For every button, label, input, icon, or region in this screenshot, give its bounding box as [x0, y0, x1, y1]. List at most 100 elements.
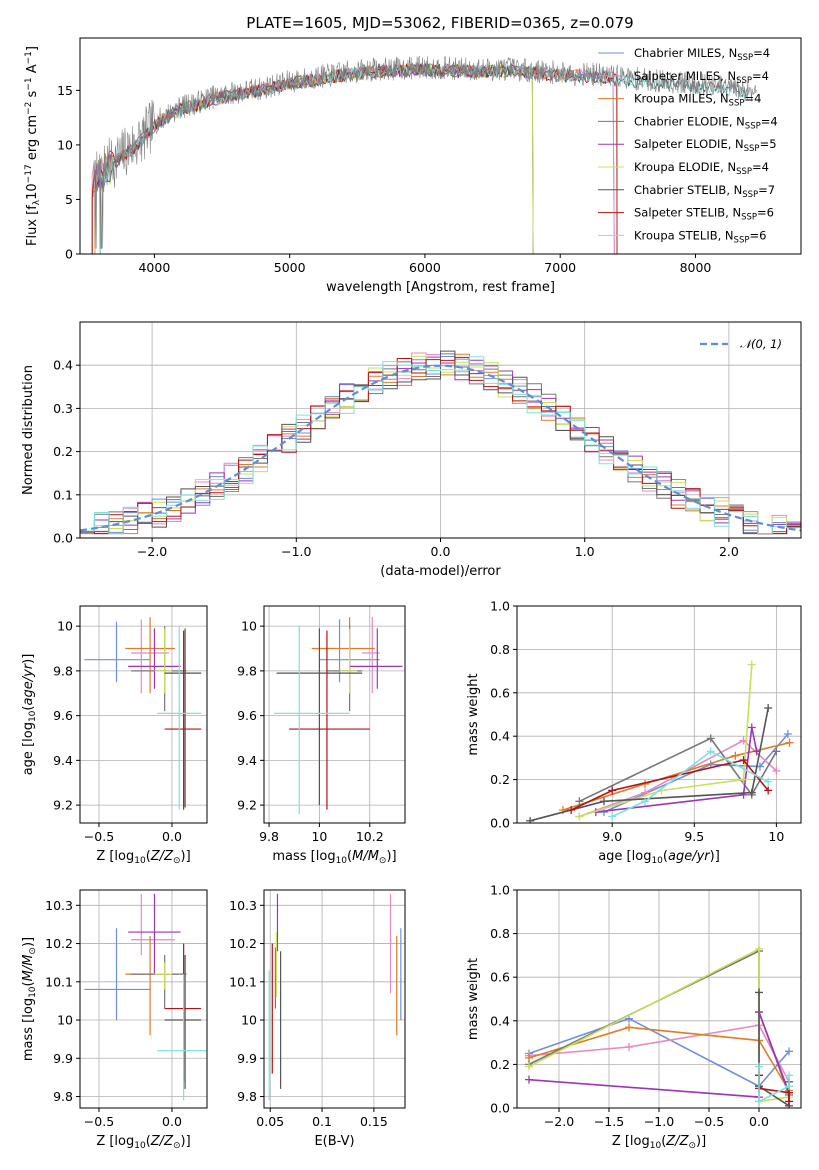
label-part: ( [21, 981, 36, 986]
y-tick-label: 0.2 [53, 444, 73, 459]
label-part: Z [log [96, 849, 134, 864]
label-part: SSP [742, 190, 758, 200]
label-part: =4 [744, 92, 761, 106]
label-part: ⊙ [688, 1141, 696, 1151]
marker-point [575, 797, 584, 806]
series-line-kroupa-stelib [758, 1066, 790, 1103]
x-tick-label: 4000 [138, 260, 170, 275]
x-tick-label: −0.5 [84, 1114, 114, 1129]
label-part: Z/Z [665, 1134, 689, 1149]
marker-point [785, 1047, 793, 1056]
marker-point [739, 756, 748, 765]
x-axis-label: mass [log10(M/M⊙)] [272, 849, 396, 866]
x-tick-label: 9.0 [602, 829, 622, 844]
marker-point [567, 805, 576, 814]
marker-point [785, 738, 794, 747]
label-part: 10 [134, 856, 146, 866]
y-tick-label: 10.3 [229, 898, 257, 913]
y-tick-label: 0.8 [490, 642, 510, 657]
label-part: Chabrier STELIB, N [634, 183, 742, 197]
label-part: )] [181, 849, 191, 864]
x-tick-label: −2.0 [544, 1114, 574, 1129]
y-tick-label: 1.0 [490, 883, 510, 898]
label-part: −1 [24, 77, 34, 90]
label-part: SSP [736, 76, 752, 86]
marker-point [525, 1062, 533, 1071]
y-tick-label: 0.6 [490, 970, 510, 985]
normal-curve [80, 364, 801, 532]
x-tick-label: −1.0 [281, 544, 311, 559]
marker-point [747, 660, 756, 669]
marker-point [755, 1062, 763, 1071]
series-line-kroupa-stelib [611, 750, 769, 818]
label-part: 10 [28, 986, 38, 998]
x-tick-label: 0.0 [749, 1114, 769, 1129]
x-tick-label: 0.05 [256, 1114, 284, 1129]
y-tick-label: 0.0 [53, 531, 73, 546]
y-tick-label: 9.4 [53, 753, 73, 768]
legend-entry: Salpeter MILES, NSSP=4 [634, 69, 769, 86]
label-part: M/M [352, 849, 379, 864]
x-tick-label: 9.5 [684, 829, 704, 844]
y-tick-label: 9.8 [53, 1089, 73, 1104]
legend-entry: Kroupa MILES, NSSP=4 [634, 92, 761, 109]
marker-point [608, 786, 617, 795]
marker-point [575, 812, 584, 821]
label-part: mass [log [21, 998, 36, 1061]
label-part: SSP [744, 144, 760, 154]
plot-area-mass-vs-EBV [268, 893, 402, 1101]
y-tick-label: 0.1 [53, 487, 73, 502]
marker-point [755, 988, 763, 997]
label-part: ( [347, 849, 352, 864]
figure-title: PLATE=1605, MJD=53062, FIBERID=0365, z=0… [246, 14, 633, 32]
plot-area-mass-vs-Z [84, 893, 207, 1101]
y-tick-label: 0 [65, 247, 73, 262]
marker-point [739, 775, 748, 784]
label-part: =4 [761, 114, 778, 128]
label-part: ⊙ [379, 856, 387, 866]
x-tick-label: 0.0 [162, 1114, 182, 1129]
y-axis-label: mass weight [466, 958, 481, 1040]
label-part: age [log [21, 722, 36, 775]
marker-point [772, 747, 781, 756]
legend-entry: Salpeter STELIB, NSSP=6 [634, 206, 774, 223]
plot-area-age-vs-mass [274, 617, 403, 815]
label-part: −2 [24, 102, 34, 115]
label-part: )] [181, 1134, 191, 1149]
y-tick-label: 10.1 [229, 974, 257, 989]
x-tick-label: −2.0 [137, 544, 167, 559]
y-tick-label: 10.2 [229, 936, 257, 951]
y-tick-label: 0.6 [490, 685, 510, 700]
label-part: ( [661, 1134, 666, 1149]
marker-point [755, 1097, 763, 1106]
label-part: SSP [741, 213, 757, 223]
histogram-chabrier-stelib [80, 350, 801, 535]
x-axis-label: Z [log10(Z/Z⊙)] [612, 1134, 706, 1151]
label-part: A [25, 64, 40, 77]
label-part: Kroupa ELODIE, N [634, 160, 736, 174]
y-tick-label: 0.3 [53, 401, 73, 416]
label-part: )] [21, 937, 36, 947]
label-part: =4 [752, 69, 769, 83]
y-axis-label: age [log10(age/yr)] [21, 654, 38, 776]
marker-point [608, 812, 617, 821]
x-tick-label: 9.8 [259, 829, 279, 844]
label-part: λ [32, 199, 42, 205]
marker-point [731, 751, 740, 760]
y-axis-label: mass weight [466, 673, 481, 755]
marker-point [783, 730, 792, 739]
axes-frame [516, 605, 802, 824]
plot-area-residuals [80, 350, 801, 535]
legend-entry: 𝒩(0, 1) [740, 337, 782, 351]
y-tick-label: 0.2 [490, 772, 510, 787]
y-tick-label: 0.8 [490, 926, 510, 941]
axes-frame [79, 37, 802, 255]
series-line-salpeter-elodie [595, 727, 758, 813]
axes-frame [263, 889, 406, 1109]
marker-point [785, 1097, 793, 1106]
y-tick-label: 9.9 [53, 1051, 73, 1066]
